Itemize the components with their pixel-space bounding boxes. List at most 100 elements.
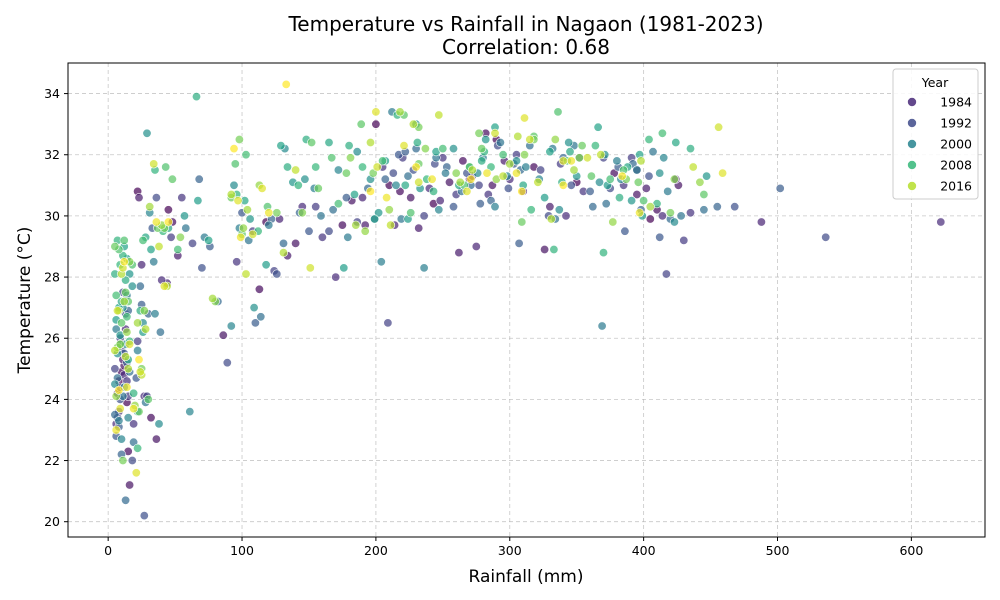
data-point <box>582 153 592 163</box>
data-point <box>117 434 127 444</box>
data-point <box>718 168 728 178</box>
data-point <box>471 242 481 252</box>
data-point <box>526 205 536 215</box>
data-point <box>644 171 654 181</box>
data-point <box>481 135 491 145</box>
data-point <box>549 245 559 255</box>
data-point <box>139 511 149 521</box>
data-point <box>714 122 724 132</box>
data-point <box>936 217 946 227</box>
data-point <box>370 214 380 224</box>
data-point <box>645 202 655 212</box>
data-point <box>345 153 355 163</box>
legend-marker <box>907 139 917 149</box>
data-point <box>564 138 574 148</box>
data-point <box>250 318 260 328</box>
data-point <box>291 238 301 248</box>
data-point <box>236 232 246 242</box>
data-point <box>193 196 203 206</box>
data-point <box>414 223 424 233</box>
data-point <box>272 269 282 279</box>
data-point <box>226 321 236 331</box>
data-point <box>137 260 147 270</box>
data-point <box>161 162 171 172</box>
data-point <box>341 193 351 203</box>
data-point <box>304 226 314 236</box>
data-point <box>644 135 654 145</box>
data-point <box>121 287 131 297</box>
x-tick-label: 500 <box>766 543 790 558</box>
data-point <box>699 190 709 200</box>
data-point <box>458 156 468 166</box>
data-point <box>380 174 390 184</box>
data-point <box>188 238 198 248</box>
data-point <box>163 205 173 215</box>
data-point <box>561 211 571 221</box>
data-point <box>242 205 252 215</box>
data-point <box>554 205 564 215</box>
data-point <box>122 382 132 392</box>
data-point <box>513 131 523 141</box>
data-point <box>695 177 705 187</box>
data-point <box>545 202 555 212</box>
data-point <box>151 193 161 203</box>
data-point <box>133 318 143 328</box>
data-point <box>129 388 139 398</box>
data-point <box>665 208 675 218</box>
data-point <box>498 150 508 160</box>
data-point <box>154 419 164 429</box>
y-tick-label: 34 <box>44 86 60 101</box>
data-point <box>125 339 135 349</box>
y-tick-label: 20 <box>44 514 60 529</box>
data-point <box>135 281 145 291</box>
data-point <box>517 217 527 227</box>
data-point <box>241 269 251 279</box>
data-point <box>593 122 603 132</box>
legend-label: 2000 <box>940 137 972 152</box>
data-point <box>663 186 673 196</box>
data-point <box>521 162 531 172</box>
data-point <box>343 232 353 242</box>
data-point <box>119 257 129 267</box>
x-tick-label: 100 <box>230 543 254 558</box>
data-point <box>238 223 248 233</box>
data-point <box>540 193 550 203</box>
data-point <box>411 162 421 172</box>
data-point <box>175 232 185 242</box>
data-point <box>669 174 679 184</box>
data-point <box>533 177 543 187</box>
data-point <box>597 321 607 331</box>
data-point <box>586 171 596 181</box>
data-point <box>134 193 144 203</box>
data-point <box>383 318 393 328</box>
data-point <box>111 290 121 300</box>
data-point <box>261 260 271 270</box>
data-point <box>588 202 598 212</box>
legend-label: 1992 <box>940 116 972 131</box>
data-point <box>249 303 259 313</box>
data-point <box>699 205 709 215</box>
data-point <box>276 141 286 151</box>
data-point <box>118 455 128 465</box>
data-point <box>114 416 124 426</box>
data-point <box>414 177 424 187</box>
data-point <box>821 232 831 242</box>
data-point <box>173 245 183 255</box>
data-point <box>119 296 129 306</box>
data-point <box>115 404 125 414</box>
data-point <box>328 205 338 215</box>
data-point <box>391 180 401 190</box>
data-point <box>371 119 381 129</box>
data-point <box>636 156 646 166</box>
data-point <box>550 135 560 145</box>
data-point <box>395 107 405 117</box>
data-point <box>435 196 445 206</box>
data-point <box>671 138 681 148</box>
data-point <box>775 183 785 193</box>
data-point <box>357 193 367 203</box>
data-point <box>115 339 125 349</box>
data-point <box>661 269 671 279</box>
data-point <box>122 327 132 337</box>
data-point <box>511 168 521 178</box>
data-point <box>234 135 244 145</box>
